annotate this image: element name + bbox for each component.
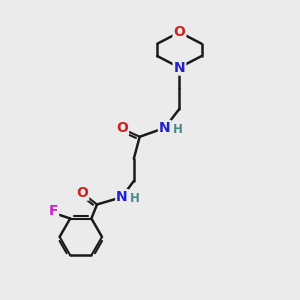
Text: H: H (130, 192, 140, 205)
Text: F: F (49, 204, 58, 218)
Text: H: H (173, 123, 183, 136)
Text: N: N (159, 121, 170, 135)
Text: N: N (174, 61, 185, 75)
Text: O: O (116, 121, 128, 135)
Text: N: N (116, 190, 128, 204)
Text: O: O (76, 186, 88, 200)
Text: O: O (173, 25, 185, 39)
